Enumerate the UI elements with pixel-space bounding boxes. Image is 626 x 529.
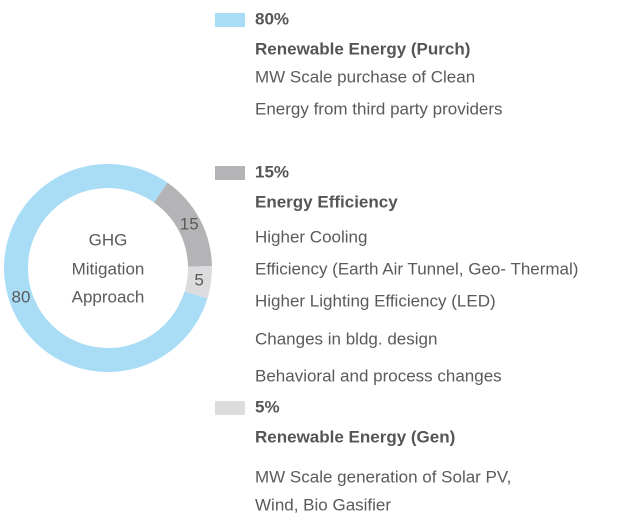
legend-description: MW Scale generation of Solar PV, xyxy=(255,467,511,486)
legend-value: 5% xyxy=(255,397,280,416)
legend-description: Changes in bldg. design xyxy=(255,329,437,348)
donut-slice xyxy=(153,182,212,267)
legend-swatch xyxy=(215,401,245,415)
legend-description: MW Scale purchase of Clean xyxy=(255,67,475,86)
legend-swatch xyxy=(215,13,245,27)
legend-description: Efficiency (Earth Air Tunnel, Geo- Therm… xyxy=(255,259,578,278)
legend-swatch xyxy=(215,166,245,180)
legend-name: Renewable Energy (Purch) xyxy=(255,39,470,58)
legend-description: Energy from third party providers xyxy=(255,99,503,118)
legend-value: 15% xyxy=(255,162,289,181)
data-label: 80 xyxy=(12,287,31,306)
center-text: Approach xyxy=(72,287,145,306)
legend-name: Energy Efficiency xyxy=(255,192,398,211)
legend-name: Renewable Energy (Gen) xyxy=(255,427,455,446)
donut-slice xyxy=(184,266,212,299)
data-label: 5 xyxy=(194,270,203,289)
legend-value: 80% xyxy=(255,9,289,28)
legend-description: Higher Cooling xyxy=(255,227,367,246)
legend-description: Behavioral and process changes xyxy=(255,366,502,385)
legend-description: Wind, Bio Gasifier xyxy=(255,495,391,514)
data-label: 15 xyxy=(180,214,199,233)
center-text: Mitigation xyxy=(72,259,145,278)
center-text: GHG xyxy=(89,230,128,249)
legend-description: Higher Lighting Efficiency (LED) xyxy=(255,291,496,310)
